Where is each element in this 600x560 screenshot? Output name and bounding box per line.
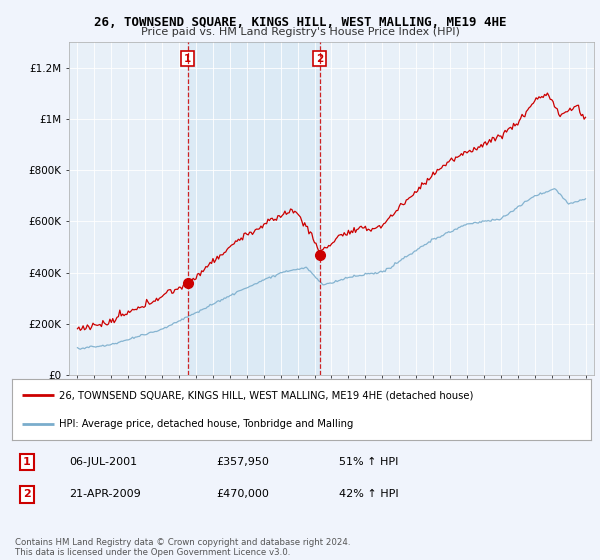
Text: 21-APR-2009: 21-APR-2009: [69, 489, 141, 500]
Text: 26, TOWNSEND SQUARE, KINGS HILL, WEST MALLING, ME19 4HE: 26, TOWNSEND SQUARE, KINGS HILL, WEST MA…: [94, 16, 506, 29]
Text: £357,950: £357,950: [216, 457, 269, 467]
Text: 1: 1: [23, 457, 31, 467]
Text: 2: 2: [23, 489, 31, 500]
Text: 51% ↑ HPI: 51% ↑ HPI: [339, 457, 398, 467]
Text: £470,000: £470,000: [216, 489, 269, 500]
Text: 1: 1: [184, 54, 191, 64]
Text: 06-JUL-2001: 06-JUL-2001: [69, 457, 137, 467]
Text: HPI: Average price, detached house, Tonbridge and Malling: HPI: Average price, detached house, Tonb…: [59, 419, 354, 430]
Text: Contains HM Land Registry data © Crown copyright and database right 2024.
This d: Contains HM Land Registry data © Crown c…: [15, 538, 350, 557]
Text: 26, TOWNSEND SQUARE, KINGS HILL, WEST MALLING, ME19 4HE (detached house): 26, TOWNSEND SQUARE, KINGS HILL, WEST MA…: [59, 390, 474, 400]
Text: 42% ↑ HPI: 42% ↑ HPI: [339, 489, 398, 500]
Text: Price paid vs. HM Land Registry's House Price Index (HPI): Price paid vs. HM Land Registry's House …: [140, 27, 460, 37]
Text: 2: 2: [316, 54, 323, 64]
Bar: [188, 42, 320, 375]
